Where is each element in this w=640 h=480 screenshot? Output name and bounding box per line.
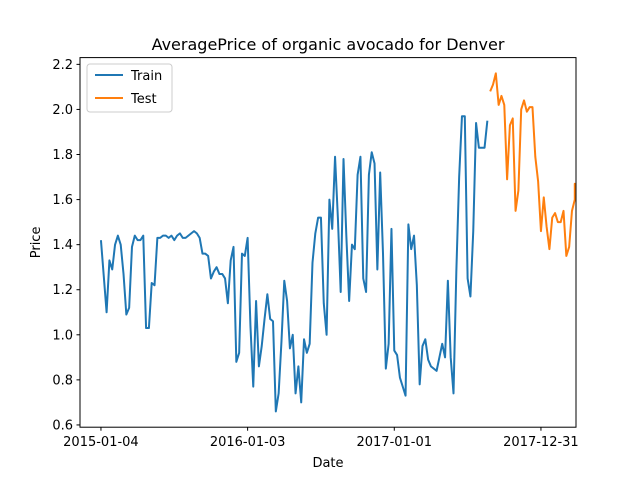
- x-tick-label: 2016-01-03: [210, 435, 286, 450]
- chart-title: AveragePrice of organic avocado for Denv…: [152, 35, 505, 54]
- y-axis-label: Price: [29, 227, 44, 259]
- x-axis-label: Date: [312, 456, 343, 471]
- series-line-train: [99, 115, 489, 413]
- x-tick-label: 2015-01-04: [63, 435, 139, 450]
- y-axis: 0.6 0.8 1.0 1.2 1.4 1.6 1.8 2.0 2.2: [52, 58, 80, 433]
- legend-label-test: Test: [130, 92, 157, 107]
- x-axis: 2015-01-04 2016-01-03 2017-01-01 2017-12-31: [63, 427, 579, 450]
- y-tick-label: 1.4: [52, 238, 73, 253]
- series-line-test: [489, 72, 576, 257]
- plot-area-frame: [79, 57, 577, 428]
- y-tick-label: 1.6: [52, 193, 73, 208]
- y-tick-label: 1.2: [52, 283, 73, 298]
- legend-label-train: Train: [130, 69, 162, 84]
- series-layer: [99, 72, 576, 413]
- y-tick-label: 0.8: [52, 373, 73, 388]
- x-tick-label: 2017-01-01: [356, 435, 432, 450]
- y-tick-label: 1.0: [52, 328, 73, 343]
- y-tick-label: 1.8: [52, 148, 73, 163]
- y-tick-label: 2.2: [52, 58, 73, 73]
- legend: Train Test: [86, 63, 173, 113]
- y-tick-label: 2.0: [52, 103, 73, 118]
- y-tick-label: 0.6: [52, 418, 73, 433]
- x-tick-label: 2017-12-31: [503, 435, 579, 450]
